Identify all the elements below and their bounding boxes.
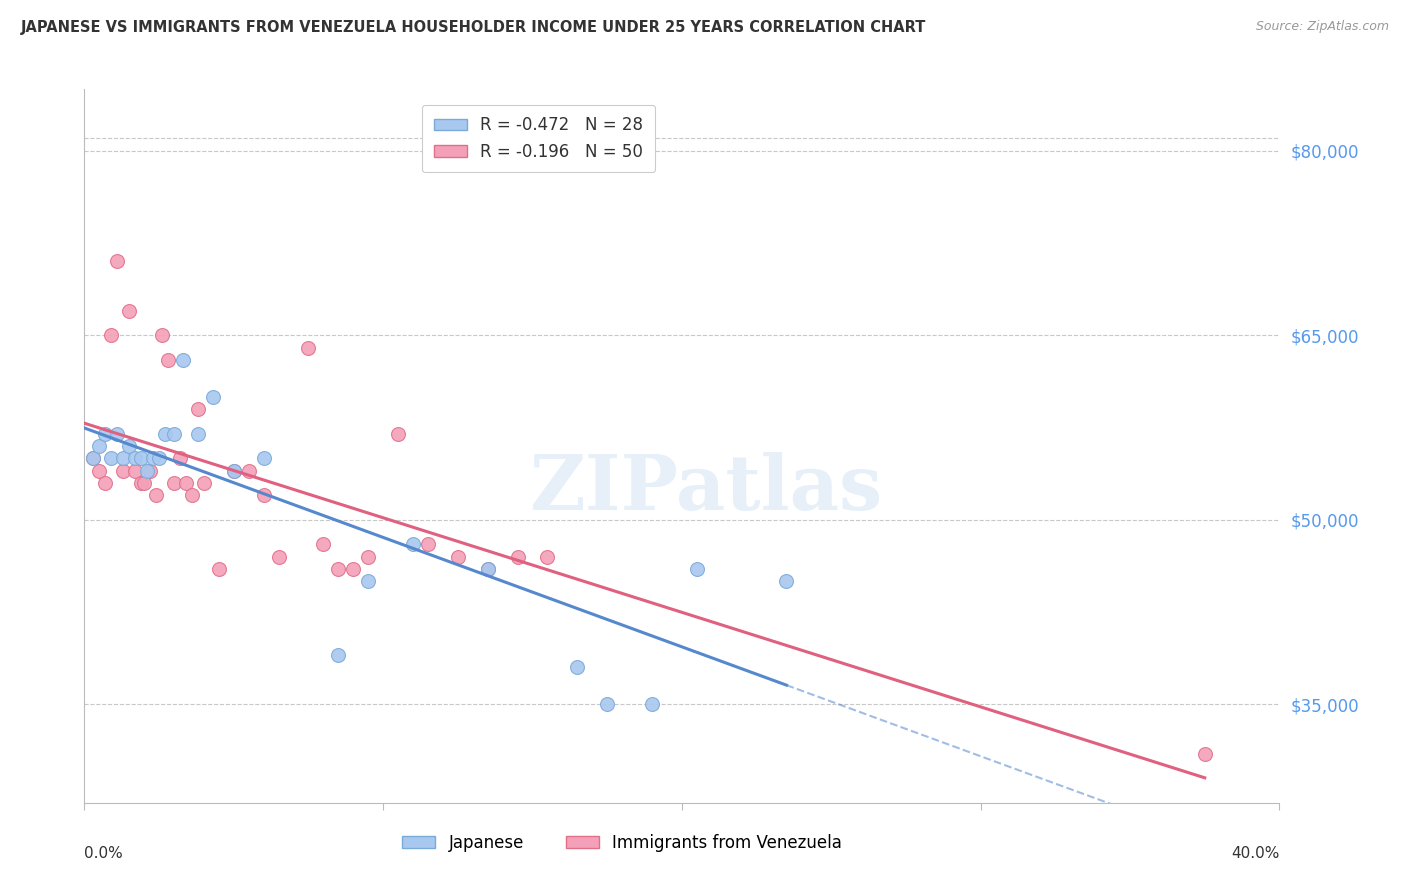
Point — [477, 562, 499, 576]
Point — [118, 303, 141, 318]
Point — [297, 341, 319, 355]
Point — [89, 439, 111, 453]
Point — [208, 562, 231, 576]
Point — [153, 426, 176, 441]
Point — [357, 549, 380, 564]
Point — [112, 451, 135, 466]
Point — [163, 426, 186, 441]
Point — [124, 451, 146, 466]
Point — [253, 488, 276, 502]
Text: Source: ZipAtlas.com: Source: ZipAtlas.com — [1256, 20, 1389, 33]
Text: JAPANESE VS IMMIGRANTS FROM VENEZUELA HOUSEHOLDER INCOME UNDER 25 YEARS CORRELAT: JAPANESE VS IMMIGRANTS FROM VENEZUELA HO… — [21, 20, 927, 35]
Point — [82, 451, 104, 466]
Point — [150, 328, 173, 343]
Point — [129, 451, 152, 466]
Point — [238, 464, 260, 478]
Text: 40.0%: 40.0% — [1232, 846, 1279, 861]
Point — [536, 549, 558, 564]
Point — [157, 352, 180, 367]
Point — [94, 475, 117, 490]
Point — [253, 451, 276, 466]
Point — [105, 426, 128, 441]
Point — [1194, 747, 1216, 761]
Point — [328, 648, 350, 662]
Point — [136, 464, 159, 478]
Point — [100, 451, 122, 466]
Point — [118, 439, 141, 453]
Point — [105, 254, 128, 268]
Point — [148, 451, 170, 466]
Legend: Japanese, Immigrants from Venezuela: Japanese, Immigrants from Venezuela — [395, 828, 849, 859]
Text: ZIPatlas: ZIPatlas — [529, 452, 883, 525]
Point — [596, 698, 619, 712]
Point — [139, 464, 162, 478]
Point — [181, 488, 204, 502]
Point — [267, 549, 290, 564]
Point — [222, 464, 245, 478]
Point — [174, 475, 197, 490]
Point — [100, 328, 122, 343]
Point — [402, 537, 425, 551]
Point — [82, 451, 104, 466]
Point — [342, 562, 364, 576]
Point — [193, 475, 215, 490]
Point — [447, 549, 470, 564]
Point — [641, 698, 664, 712]
Point — [387, 426, 409, 441]
Point — [172, 352, 194, 367]
Point — [775, 574, 797, 589]
Point — [187, 402, 209, 417]
Point — [112, 464, 135, 478]
Point — [94, 426, 117, 441]
Point — [312, 537, 335, 551]
Point — [145, 488, 167, 502]
Point — [357, 574, 380, 589]
Text: 0.0%: 0.0% — [84, 846, 124, 861]
Point — [328, 562, 350, 576]
Point — [124, 464, 146, 478]
Point — [477, 562, 499, 576]
Point — [201, 390, 224, 404]
Point — [686, 562, 709, 576]
Point — [132, 475, 156, 490]
Point — [163, 475, 186, 490]
Point — [89, 464, 111, 478]
Point — [187, 426, 209, 441]
Point — [222, 464, 245, 478]
Point — [142, 451, 165, 466]
Point — [506, 549, 529, 564]
Point — [416, 537, 439, 551]
Point — [129, 475, 152, 490]
Point — [169, 451, 191, 466]
Point — [567, 660, 589, 674]
